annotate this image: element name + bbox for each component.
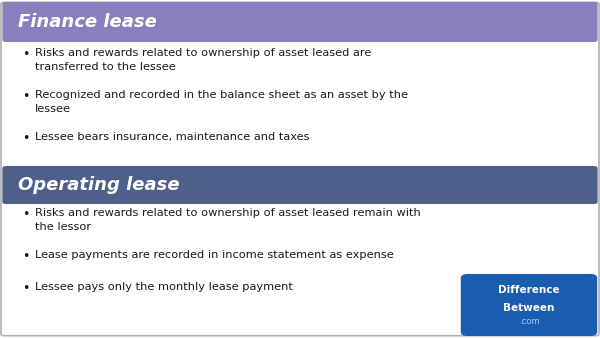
- Text: •: •: [22, 132, 29, 145]
- Text: •: •: [22, 250, 29, 263]
- Text: Lessee pays only the monthly lease payment: Lessee pays only the monthly lease payme…: [35, 282, 293, 292]
- Text: •: •: [22, 48, 29, 61]
- FancyBboxPatch shape: [2, 166, 598, 204]
- Text: •: •: [22, 282, 29, 295]
- Text: •: •: [22, 90, 29, 103]
- FancyBboxPatch shape: [461, 274, 597, 336]
- FancyBboxPatch shape: [2, 2, 598, 42]
- Text: •: •: [22, 208, 29, 221]
- Text: Lease payments are recorded in income statement as expense: Lease payments are recorded in income st…: [35, 250, 394, 260]
- Text: Difference: Difference: [498, 285, 560, 295]
- Text: Risks and rewards related to ownership of asset leased are
transferred to the le: Risks and rewards related to ownership o…: [35, 48, 371, 72]
- Text: Between: Between: [503, 303, 554, 313]
- Text: Recognized and recorded in the balance sheet as an asset by the
lessee: Recognized and recorded in the balance s…: [35, 90, 408, 114]
- Text: .com: .com: [519, 317, 539, 327]
- Text: Finance lease: Finance lease: [18, 13, 157, 31]
- Text: Lessee bears insurance, maintenance and taxes: Lessee bears insurance, maintenance and …: [35, 132, 310, 142]
- Text: Operating lease: Operating lease: [18, 176, 179, 194]
- Text: Risks and rewards related to ownership of asset leased remain with
the lessor: Risks and rewards related to ownership o…: [35, 208, 421, 232]
